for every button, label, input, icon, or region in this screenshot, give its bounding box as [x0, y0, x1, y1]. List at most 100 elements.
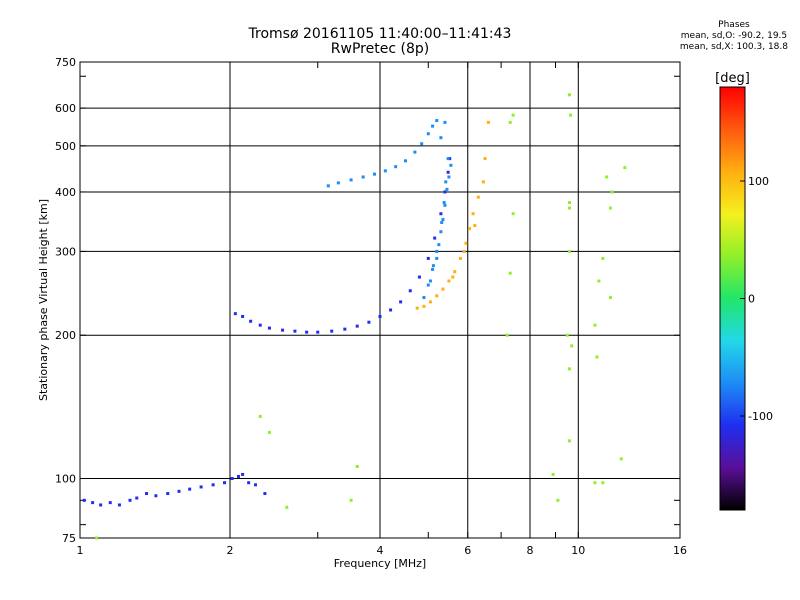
data-point — [446, 170, 450, 174]
data-point — [601, 481, 605, 485]
data-point — [508, 120, 512, 124]
data-point — [486, 120, 490, 124]
data-point — [439, 212, 443, 216]
data-point — [223, 481, 227, 485]
data-point — [403, 159, 407, 163]
data-point — [593, 323, 597, 327]
data-point — [249, 319, 253, 323]
data-point — [230, 477, 234, 481]
data-point — [447, 175, 451, 179]
data-point — [439, 136, 443, 140]
data-point — [285, 505, 289, 509]
x-tick-label: 6 — [464, 544, 471, 557]
x-tick-label: 4 — [377, 544, 384, 557]
data-point — [408, 289, 412, 293]
data-point — [462, 249, 466, 253]
data-point — [511, 113, 515, 117]
data-point — [367, 320, 371, 324]
chart-title: Tromsø 20161105 11:40:00–11:41:43 — [248, 26, 512, 42]
data-point — [443, 190, 447, 194]
data-point — [608, 206, 612, 210]
data-point — [349, 498, 353, 502]
chart-subtitle: RwPretec (8p) — [330, 41, 430, 57]
colorbar: [deg] 100 0 -100 — [715, 71, 773, 511]
data-point — [420, 142, 424, 146]
data-point — [435, 119, 439, 123]
data-point — [247, 481, 251, 485]
data-point — [435, 256, 439, 260]
data-point — [567, 439, 571, 443]
y-tick-label: 75 — [62, 532, 76, 545]
data-point — [293, 329, 297, 333]
data-point — [263, 492, 267, 496]
data-point — [446, 157, 450, 161]
data-point — [188, 487, 192, 491]
data-point — [426, 132, 430, 136]
data-point — [453, 270, 457, 274]
data-point — [422, 304, 426, 308]
data-point — [569, 113, 573, 117]
data-point — [267, 430, 271, 434]
data-point — [128, 498, 132, 502]
y-tick-label: 750 — [55, 56, 76, 69]
data-point — [355, 324, 359, 328]
data-point — [476, 195, 480, 199]
data-point — [426, 256, 430, 260]
data-point — [236, 474, 240, 478]
data-point — [415, 306, 419, 310]
data-point — [253, 483, 257, 487]
data-point — [82, 498, 86, 502]
data-point — [567, 93, 571, 97]
data-point — [389, 308, 393, 312]
data-point — [394, 165, 398, 169]
y-tick-label: 500 — [55, 140, 76, 153]
data-point — [593, 481, 597, 485]
data-point — [595, 355, 599, 359]
data-point — [565, 333, 569, 337]
data-point — [567, 249, 571, 253]
data-point — [199, 485, 203, 489]
phase-heading: Phases — [718, 20, 750, 30]
data-point — [428, 300, 432, 304]
y-tick-label: 100 — [55, 473, 76, 486]
data-point — [426, 283, 430, 287]
data-point — [619, 457, 623, 461]
grid-lines — [80, 62, 680, 538]
data-point — [570, 344, 574, 348]
colorbar-tick-label: -100 — [748, 410, 773, 423]
phase-o-stats: mean, sd,O: -90.2, 19.5 — [680, 31, 788, 41]
x-tick-label: 16 — [673, 544, 687, 557]
data-point — [440, 221, 444, 225]
data-point — [481, 180, 485, 184]
data-point — [117, 503, 121, 507]
data-point — [511, 212, 515, 216]
data-point — [330, 329, 334, 333]
data-point — [449, 163, 453, 167]
axes: 1 2 4 6 8 10 16 75 100 200 300 400 500 600 750 Frequenc… — [37, 56, 687, 570]
x-tick-label: 1 — [77, 544, 84, 557]
x-tick-label: 2 — [227, 544, 234, 557]
data-point — [435, 294, 439, 298]
y-tick-label: 300 — [55, 245, 76, 258]
data-point — [91, 501, 95, 505]
data-point — [99, 503, 103, 507]
data-point — [447, 279, 451, 283]
data-point — [471, 212, 475, 216]
data-point — [258, 414, 262, 418]
data-point — [605, 175, 609, 179]
data-point — [431, 267, 435, 271]
data-point — [95, 536, 99, 540]
data-point — [567, 201, 571, 205]
data-point — [428, 279, 432, 283]
data-point — [441, 287, 445, 291]
data-point — [417, 275, 421, 279]
data-point — [413, 150, 417, 154]
data-point — [241, 314, 245, 318]
phase-statistics: Phases mean, sd,O: -90.2, 19.5 mean, sd,… — [680, 20, 788, 53]
y-tick-label: 400 — [55, 186, 76, 199]
data-point — [145, 492, 149, 496]
data-points — [82, 93, 627, 540]
data-point — [135, 496, 139, 500]
x-axis-label: Frequency [MHz] — [334, 557, 426, 570]
data-point — [166, 492, 170, 496]
